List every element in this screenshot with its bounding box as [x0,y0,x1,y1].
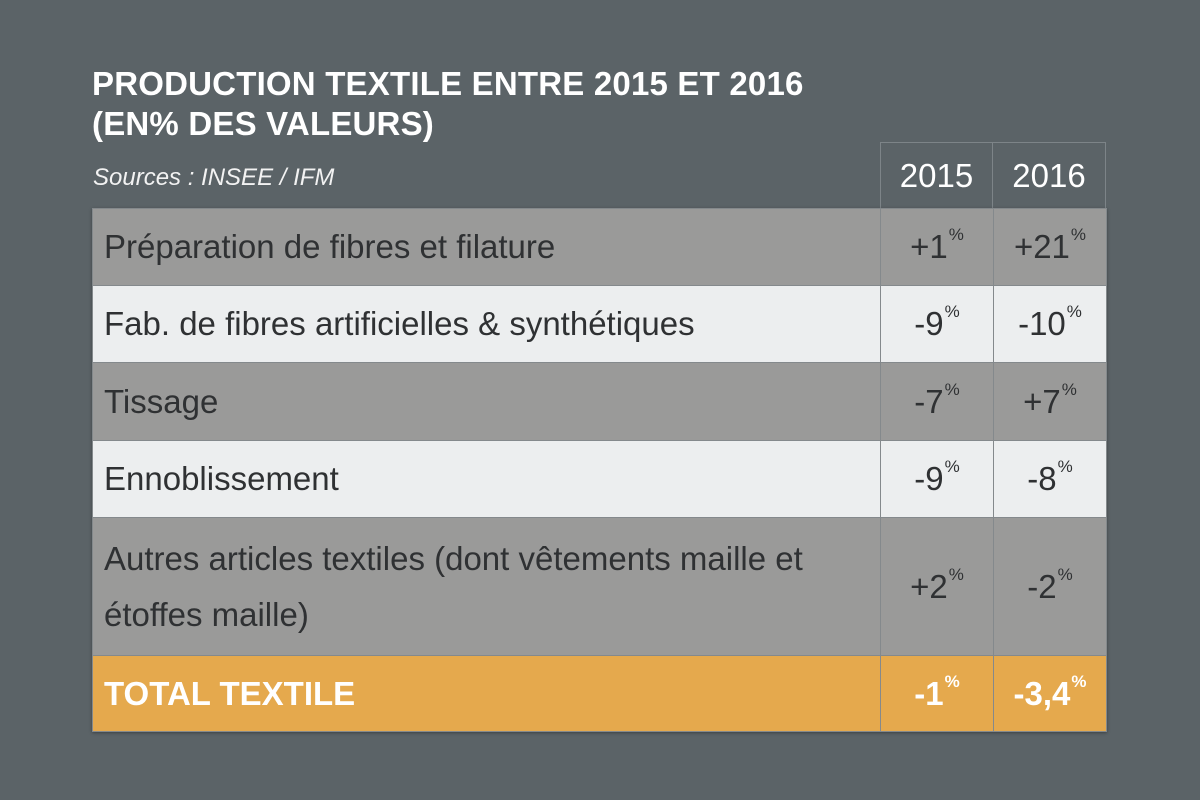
value-2016: -2% [993,517,1107,656]
value-2015: +1% [880,208,994,286]
data-table: Préparation de fibres et filature +1% +2… [92,208,1107,732]
value-2015: -9% [880,440,994,518]
row-label: Ennoblissement [92,440,881,518]
column-header-2016: 2016 [992,142,1106,208]
table-row: Préparation de fibres et filature +1% +2… [92,208,1107,286]
value-2016: +21% [993,208,1107,286]
table-row: Autres articles textiles (dont vêtements… [92,517,1107,656]
table-row: Ennoblissement -9% -8% [92,440,1107,518]
title-line-2: (EN% DES VALEURS) [92,105,434,142]
row-label: Préparation de fibres et filature [92,208,881,286]
chart-title: PRODUCTION TEXTILE ENTRE 2015 ET 2016 (E… [92,64,804,144]
total-value-2015: -1% [880,655,994,732]
row-label: Fab. de fibres artificielles & synthétiq… [92,285,881,363]
column-header-2015: 2015 [880,142,993,208]
table-row: Tissage -7% +7% [92,362,1107,441]
total-label: TOTAL TEXTILE [92,655,881,732]
value-2016: -10% [993,285,1107,363]
value-2016: +7% [993,362,1107,441]
total-row: TOTAL TEXTILE -1% -3,4% [92,655,1107,732]
total-value-2016: -3,4% [993,655,1107,732]
value-2015: -9% [880,285,994,363]
value-2016: -8% [993,440,1107,518]
table-row: Fab. de fibres artificielles & synthétiq… [92,285,1107,363]
value-2015: -7% [880,362,994,441]
source-note: Sources : INSEE / IFM [93,164,335,191]
value-2015: +2% [880,517,994,656]
row-label: Autres articles textiles (dont vêtements… [92,517,881,656]
title-line-1: PRODUCTION TEXTILE ENTRE 2015 ET 2016 [92,65,804,102]
row-label: Tissage [92,362,881,441]
